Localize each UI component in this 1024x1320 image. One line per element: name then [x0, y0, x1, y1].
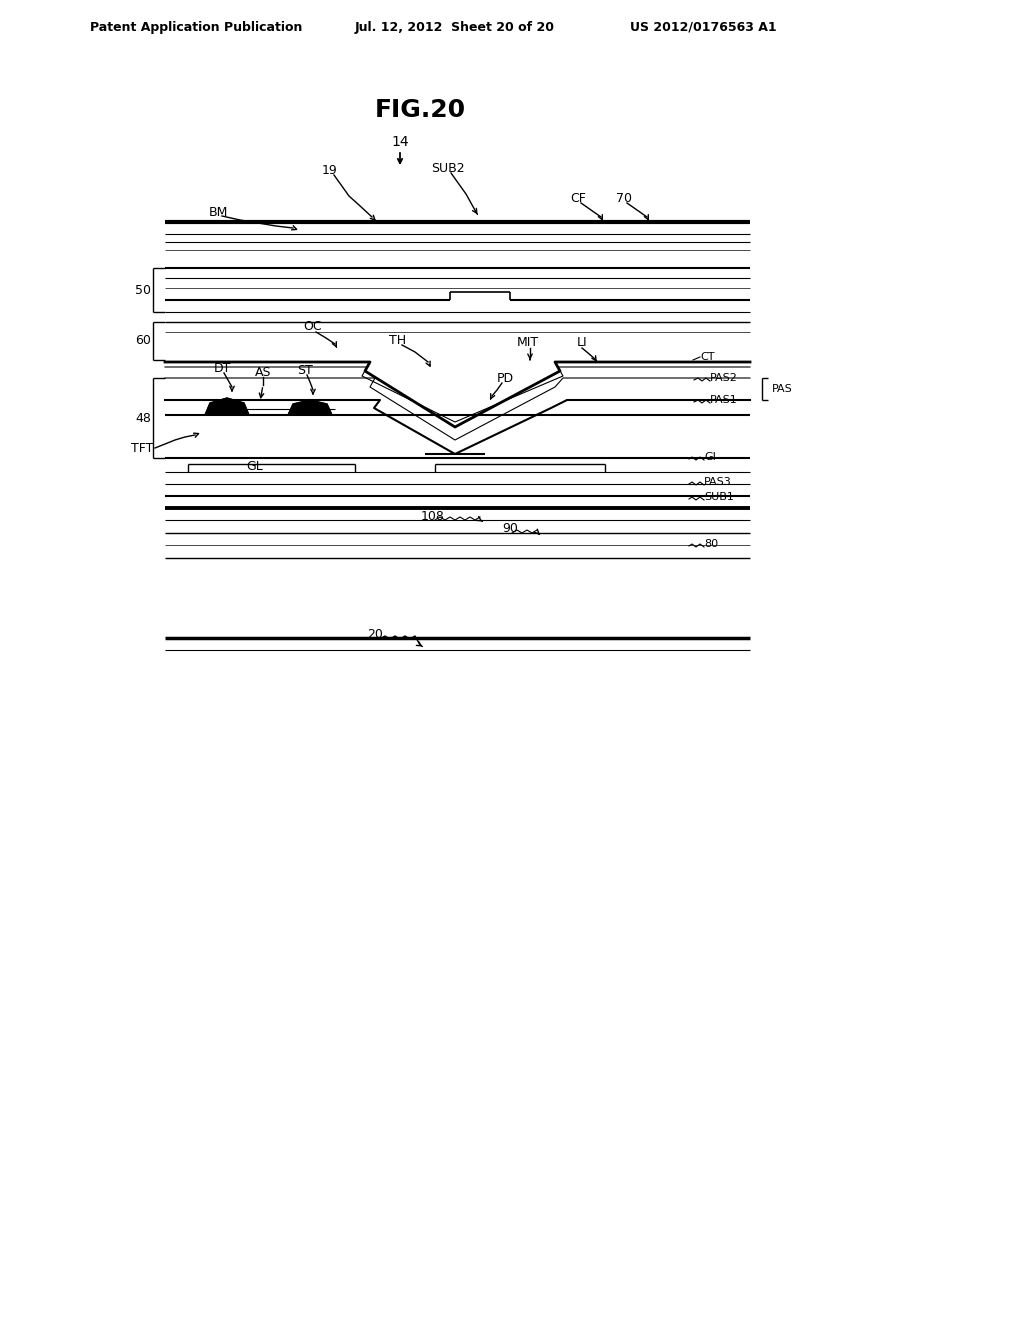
Text: GL: GL	[247, 461, 263, 474]
Text: PAS3: PAS3	[705, 477, 732, 487]
Text: ST: ST	[297, 363, 313, 376]
Text: CF: CF	[570, 191, 586, 205]
Text: TFT: TFT	[131, 441, 153, 454]
Text: 108: 108	[421, 510, 445, 523]
Text: AS: AS	[255, 366, 271, 379]
Text: PAS2: PAS2	[710, 374, 738, 383]
Text: LI: LI	[577, 337, 588, 350]
Text: 70: 70	[616, 191, 632, 205]
Text: OC: OC	[304, 321, 323, 334]
Text: PAS1: PAS1	[710, 395, 737, 405]
Text: TH: TH	[389, 334, 407, 346]
Text: Jul. 12, 2012  Sheet 20 of 20: Jul. 12, 2012 Sheet 20 of 20	[355, 21, 555, 33]
Text: CT: CT	[700, 352, 715, 362]
Text: FIG.20: FIG.20	[375, 98, 466, 121]
Text: MIT: MIT	[517, 337, 539, 350]
Text: 90: 90	[502, 523, 518, 536]
Text: 50: 50	[135, 284, 151, 297]
Text: 48: 48	[135, 412, 151, 425]
Text: PAS: PAS	[772, 384, 793, 393]
Text: 80: 80	[705, 539, 718, 549]
Text: 14: 14	[391, 135, 409, 149]
Polygon shape	[205, 399, 249, 414]
Text: Patent Application Publication: Patent Application Publication	[90, 21, 302, 33]
Text: 60: 60	[135, 334, 151, 347]
Text: 19: 19	[323, 164, 338, 177]
Text: SUB1: SUB1	[705, 492, 734, 502]
Text: GI: GI	[705, 451, 716, 462]
Polygon shape	[288, 400, 332, 414]
Text: DT: DT	[213, 362, 230, 375]
Text: 20: 20	[367, 628, 383, 642]
Text: BM: BM	[208, 206, 227, 219]
Text: SUB2: SUB2	[431, 161, 465, 174]
Text: PD: PD	[497, 371, 514, 384]
Text: US 2012/0176563 A1: US 2012/0176563 A1	[630, 21, 776, 33]
